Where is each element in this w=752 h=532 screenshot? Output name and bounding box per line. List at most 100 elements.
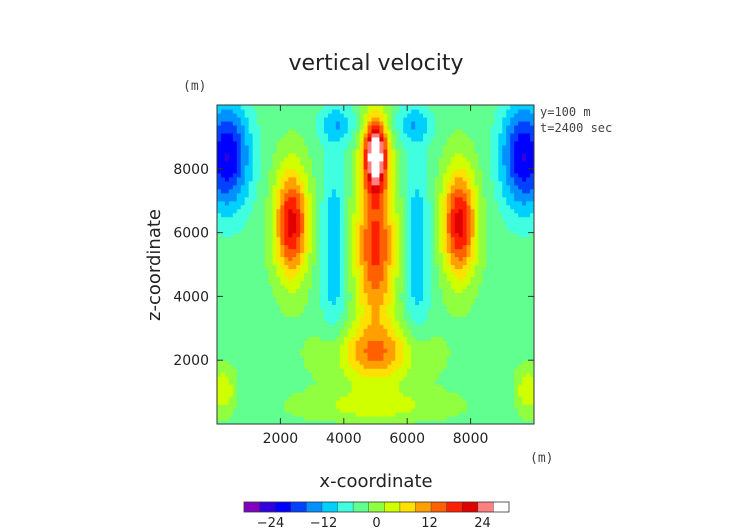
field-cell <box>355 392 361 397</box>
field-cell <box>304 172 309 178</box>
field-cell <box>260 112 266 118</box>
field-cell <box>347 288 353 294</box>
field-cell <box>446 105 452 110</box>
field-cell <box>399 144 404 150</box>
field-cell <box>430 236 436 242</box>
field-cell <box>217 105 222 110</box>
field-cell <box>256 304 262 309</box>
field-cell <box>236 304 242 309</box>
field-cell <box>446 196 452 202</box>
field-cell <box>391 320 396 325</box>
field-cell <box>419 356 424 361</box>
field-cell <box>450 308 456 313</box>
field-cell <box>423 168 428 174</box>
field-cell <box>304 180 309 186</box>
field-cell <box>240 388 246 393</box>
field-cell <box>228 324 234 329</box>
field-cell <box>272 316 278 321</box>
field-cell <box>296 380 301 385</box>
field-cell <box>228 404 234 409</box>
field-cell <box>395 256 400 262</box>
field-cell <box>292 196 297 202</box>
field-cell <box>403 408 408 413</box>
field-cell <box>220 136 226 142</box>
field-cell <box>220 320 226 325</box>
field-cell <box>430 180 436 186</box>
field-cell <box>343 264 349 270</box>
field-cell <box>419 156 424 162</box>
field-cell <box>391 188 396 194</box>
field-cell <box>359 392 365 397</box>
field-cell <box>240 384 246 389</box>
field-cell <box>363 400 369 405</box>
field-cell <box>430 105 436 110</box>
field-cell <box>252 320 258 325</box>
field-cell <box>335 240 341 246</box>
field-cell <box>347 404 353 409</box>
field-cell <box>256 188 262 194</box>
field-cell <box>248 408 254 413</box>
field-cell <box>450 220 456 226</box>
field-cell <box>395 180 400 186</box>
field-cell <box>375 392 381 397</box>
field-cell <box>312 116 317 122</box>
field-cell <box>359 308 365 313</box>
field-cell <box>423 212 428 218</box>
field-cell <box>395 328 400 333</box>
field-cell <box>391 388 396 393</box>
field-cell <box>320 128 325 134</box>
field-cell <box>458 260 464 266</box>
field-cell <box>375 164 381 170</box>
field-cell <box>280 276 285 282</box>
field-cell <box>379 208 385 214</box>
field-cell <box>296 136 301 142</box>
field-cell <box>335 356 341 361</box>
field-cell <box>316 312 321 317</box>
field-cell <box>427 208 432 214</box>
field-cell <box>446 232 452 238</box>
field-cell <box>462 284 468 290</box>
field-cell <box>458 352 464 357</box>
field-cell <box>371 316 377 321</box>
field-cell <box>292 352 297 357</box>
field-cell <box>423 268 428 274</box>
field-cell <box>335 272 341 278</box>
field-cell <box>383 392 388 397</box>
field-cell <box>359 212 365 218</box>
field-cell <box>316 236 321 242</box>
field-cell <box>419 112 424 118</box>
field-cell <box>387 192 392 198</box>
field-cell <box>288 160 293 166</box>
field-cell <box>423 260 428 266</box>
field-cell <box>383 244 388 250</box>
field-cell <box>434 136 440 142</box>
field-cell <box>292 340 297 345</box>
field-cell <box>228 408 234 413</box>
field-cell <box>351 308 357 313</box>
field-cell <box>327 248 333 254</box>
field-cell <box>371 220 377 226</box>
field-cell <box>415 180 420 186</box>
field-cell <box>276 376 281 381</box>
field-cell <box>379 176 385 182</box>
field-cell <box>327 192 333 198</box>
field-cell <box>304 120 309 126</box>
field-cell <box>280 392 285 397</box>
field-cell <box>232 268 238 274</box>
field-cell <box>276 356 281 361</box>
field-cell <box>312 232 317 238</box>
field-cell <box>304 360 309 365</box>
field-cell <box>335 152 341 158</box>
field-cell <box>339 112 345 118</box>
field-cell <box>442 192 448 198</box>
field-cell <box>351 336 357 341</box>
field-cell <box>312 292 317 297</box>
field-cell <box>240 140 246 146</box>
field-cell <box>363 340 369 345</box>
field-cell <box>284 180 289 186</box>
field-cell <box>312 200 317 206</box>
field-cell <box>454 132 460 138</box>
field-cell <box>296 340 301 345</box>
field-cell <box>427 392 432 397</box>
field-cell <box>256 132 262 138</box>
